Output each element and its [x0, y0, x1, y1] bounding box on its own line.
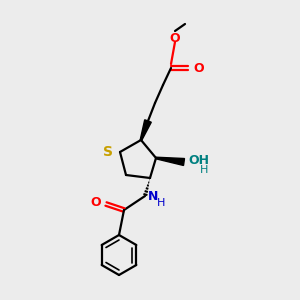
Polygon shape: [156, 157, 184, 166]
Text: O: O: [193, 61, 204, 74]
Text: H: H: [200, 165, 208, 175]
Text: H: H: [157, 198, 165, 208]
Text: O: O: [170, 32, 180, 44]
Text: O: O: [90, 196, 101, 208]
Text: S: S: [103, 145, 113, 159]
Polygon shape: [140, 120, 151, 140]
Text: N: N: [148, 190, 158, 202]
Text: OH: OH: [188, 154, 209, 167]
